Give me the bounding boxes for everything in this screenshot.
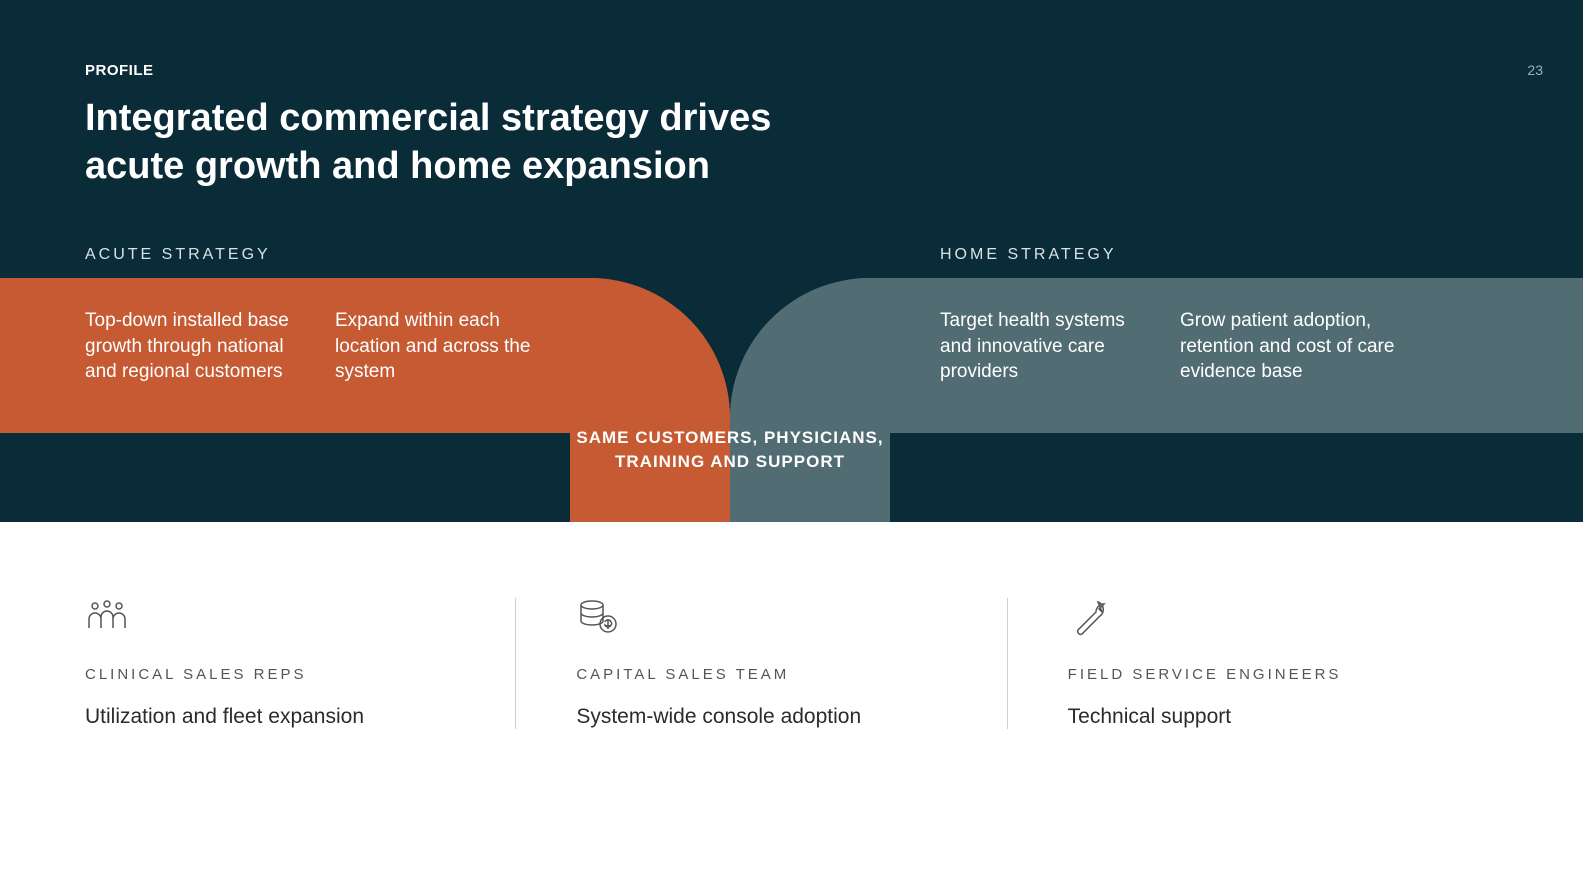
home-strategy-label: HOME STRATEGY	[940, 246, 1117, 264]
top-section: PROFILE 23 Integrated commercial strateg…	[0, 0, 1583, 522]
bottom-section: CLINICAL SALES REPS Utilization and flee…	[0, 522, 1583, 890]
slide-title: Integrated commercial strategy drivesacu…	[85, 95, 771, 190]
people-icon	[85, 598, 455, 638]
role-label: FIELD SERVICE ENGINEERS	[1068, 666, 1438, 683]
acute-col-1: Top-down installed base growth through n…	[85, 308, 315, 385]
role-field-service: FIELD SERVICE ENGINEERS Technical suppor…	[1007, 598, 1498, 729]
home-shape	[730, 278, 1583, 433]
center-overlap-text: SAME CUSTOMERS, PHYSICIANS, TRAINING AND…	[570, 426, 890, 474]
roles-row: CLINICAL SALES REPS Utilization and flee…	[0, 522, 1583, 729]
role-label: CLINICAL SALES REPS	[85, 666, 455, 683]
role-clinical-sales: CLINICAL SALES REPS Utilization and flee…	[85, 598, 515, 729]
wrench-icon	[1068, 598, 1438, 638]
role-label: CAPITAL SALES TEAM	[576, 666, 946, 683]
home-col-2: Grow patient adoption, retention and cos…	[1180, 308, 1410, 385]
acute-strategy-label: ACUTE STRATEGY	[85, 246, 271, 264]
role-desc: Utilization and fleet expansion	[85, 705, 455, 729]
role-desc: System-wide console adoption	[576, 705, 946, 729]
role-capital-sales: CAPITAL SALES TEAM System-wide console a…	[515, 598, 1006, 729]
home-col-1: Target health systems and innovative car…	[940, 308, 1140, 385]
money-icon	[576, 598, 946, 638]
acute-col-2: Expand within each location and across t…	[335, 308, 555, 385]
slide: PROFILE 23 Integrated commercial strateg…	[0, 0, 1583, 890]
role-desc: Technical support	[1068, 705, 1438, 729]
page-number: 23	[1527, 62, 1543, 78]
eyebrow: PROFILE	[85, 62, 154, 79]
